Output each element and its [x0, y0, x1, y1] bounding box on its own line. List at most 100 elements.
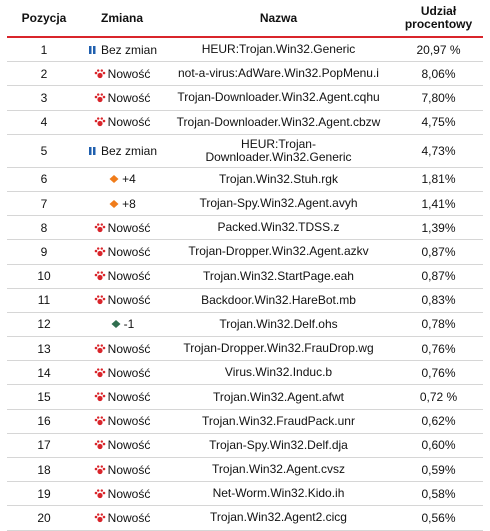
row-change: +4 [81, 172, 163, 186]
row-change: Nowość [81, 221, 163, 235]
row-change-label: Nowość [107, 90, 151, 105]
row-share: 0,72 % [419, 390, 458, 405]
row-position: 11 [37, 293, 51, 308]
table-row: 6 +4 Trojan.Win32.Stuh.rgk 1,81% [7, 168, 483, 192]
row-threat-name: Trojan.Win32.Stuh.rgk [219, 171, 338, 186]
row-position: 10 [37, 269, 51, 284]
row-change-label: Nowość [107, 269, 151, 284]
table-row: 1 Bez zmian HEUR:Trojan.Win32.Generic 20,97… [7, 38, 483, 63]
table-body: 1 Bez zmian HEUR:Trojan.Win32.Generic 20,97… [7, 38, 483, 531]
row-share: 0,60% [421, 438, 456, 453]
row-change-label: Nowość [107, 438, 151, 453]
row-change-label: Bez zmian [100, 143, 158, 158]
row-change-label: Nowość [107, 414, 151, 429]
row-position: 17 [37, 438, 51, 453]
table-row: 7 +8 Trojan-Spy.Win32.Agent.avyh 1,41% [7, 192, 483, 217]
row-change: Nowość [81, 269, 163, 283]
header-position: Pozycja [21, 11, 67, 25]
row-change-label: -1 [123, 317, 135, 332]
row-change-label: Nowość [107, 244, 151, 259]
row-position: 12 [37, 317, 51, 332]
row-change-label: Nowość [107, 462, 151, 477]
row-share: 0,87% [421, 269, 456, 284]
row-threat-name: Trojan.Win32.FraudPack.unr [202, 413, 355, 428]
new-entry-icon [94, 464, 106, 475]
new-entry-icon [94, 392, 106, 402]
table-row: 20 Nowość Trojan.Win32.Agent2.cicg 0,56% [7, 506, 483, 531]
table-row: 2 Nowość not-a-virus:AdWare.Win32.PopMenu.… [7, 62, 483, 87]
row-change-label: Nowość [107, 220, 151, 235]
row-share: 7,80% [421, 90, 456, 105]
row-share: 0,59% [421, 462, 456, 477]
no-change-icon [87, 45, 99, 55]
row-threat-name: Trojan-Spy.Win32.Agent.avyh [199, 196, 358, 211]
row-position: 15 [37, 390, 51, 405]
row-change: Nowość [81, 366, 163, 380]
row-share: 8,06% [421, 66, 456, 81]
row-change: Nowość [81, 91, 163, 105]
row-change: Nowość [81, 414, 163, 428]
row-change-label: Nowość [107, 293, 151, 308]
new-entry-icon [94, 93, 106, 103]
row-share: 0,78% [421, 317, 456, 332]
row-share: 4,75% [421, 115, 456, 130]
row-change-label: Nowość [107, 486, 151, 501]
new-entry-icon [94, 416, 106, 426]
row-threat-name: Net-Worm.Win32.Kido.ih [212, 486, 345, 501]
table-header: Pozycja Zmiana Nazwa Udział procentowy [7, 0, 483, 38]
new-entry-icon [94, 440, 106, 450]
row-threat-name: Trojan.Win32.Agent.cvsz [212, 462, 345, 477]
row-position: 13 [37, 341, 51, 356]
table-row: 19 Nowość Net-Worm.Win32.Kido.ih 0,58% [7, 482, 483, 507]
new-entry-icon [94, 271, 106, 281]
new-entry-icon [94, 117, 106, 127]
row-change: Nowość [81, 115, 163, 129]
row-position: 7 [40, 196, 48, 211]
table-row: 11 Nowość Backdoor.Win32.HareBot.mb 0,83% [7, 289, 483, 313]
new-entry-icon [94, 247, 106, 257]
table-row: 13 Nowość Trojan-Dropper.Win32.FrauDrop.wg… [7, 337, 483, 362]
row-position: 2 [40, 66, 48, 81]
new-entry-icon [94, 223, 106, 233]
table-row: 16 Nowość Trojan.Win32.FraudPack.unr 0,62% [7, 410, 483, 434]
row-share: 4,73% [421, 143, 456, 158]
row-share: 0,87% [421, 244, 456, 259]
table-row: 14 Nowość Virus.Win32.Induc.b 0,76% [7, 361, 483, 386]
row-share: 20,97 % [416, 42, 461, 57]
row-change: Nowość [81, 67, 163, 81]
header-share: Udział procentowy [394, 5, 483, 31]
row-position: 6 [40, 172, 48, 187]
row-share: 0,76% [421, 341, 456, 356]
row-threat-name: Trojan-Spy.Win32.Delf.dja [209, 437, 348, 452]
table-row: 5 Bez zmian HEUR:Trojan- Downloader.Win32.… [7, 135, 483, 168]
header-change: Zmiana [100, 11, 143, 25]
row-threat-name: Trojan.Win32.Delf.ohs [219, 316, 338, 331]
row-change-label: +8 [122, 196, 136, 211]
row-share: 0,76% [421, 365, 456, 380]
row-threat-name: not-a-virus:AdWare.Win32.PopMenu.i [178, 66, 379, 81]
up-arrow-icon [108, 174, 120, 184]
up-arrow-icon [108, 199, 120, 209]
row-change: Nowość [81, 487, 163, 501]
row-threat-name: Trojan-Dropper.Win32.Agent.azkv [188, 244, 369, 259]
row-threat-name: Trojan-Downloader.Win32.Agent.cqhu [177, 90, 380, 105]
row-change-label: Nowość [107, 390, 151, 405]
table-row: 15 Nowość Trojan.Win32.Agent.afwt 0,72 % [7, 385, 483, 410]
row-change: Nowość [81, 342, 163, 356]
row-position: 4 [40, 115, 48, 130]
new-entry-icon [94, 344, 106, 354]
row-threat-name: Trojan.Win32.Agent.afwt [213, 389, 344, 404]
new-entry-icon [94, 368, 106, 378]
table-row: 4 Nowość Trojan-Downloader.Win32.Agent.cbz… [7, 111, 483, 135]
table-row: 12 -1 Trojan.Win32.Delf.ohs 0,78% [7, 313, 483, 338]
table-row: 9 Nowość Trojan-Dropper.Win32.Agent.azkv 0,… [7, 240, 483, 265]
malware-ranking-table: Pozycja Zmiana Nazwa Udział procentowy 1… [7, 0, 483, 531]
row-change: Bez zmian [81, 144, 163, 158]
row-position: 3 [40, 90, 48, 105]
row-threat-name: Trojan-Dropper.Win32.FrauDrop.wg [183, 341, 374, 356]
row-threat-name: HEUR:Trojan- Downloader.Win32.Generic [205, 136, 352, 164]
row-change-label: Bez zmian [100, 42, 158, 57]
table-row: 10 Nowość Trojan.Win32.StartPage.eah 0,87% [7, 265, 483, 289]
row-threat-name: HEUR:Trojan.Win32.Generic [201, 42, 356, 57]
row-change: Bez zmian [81, 43, 163, 57]
